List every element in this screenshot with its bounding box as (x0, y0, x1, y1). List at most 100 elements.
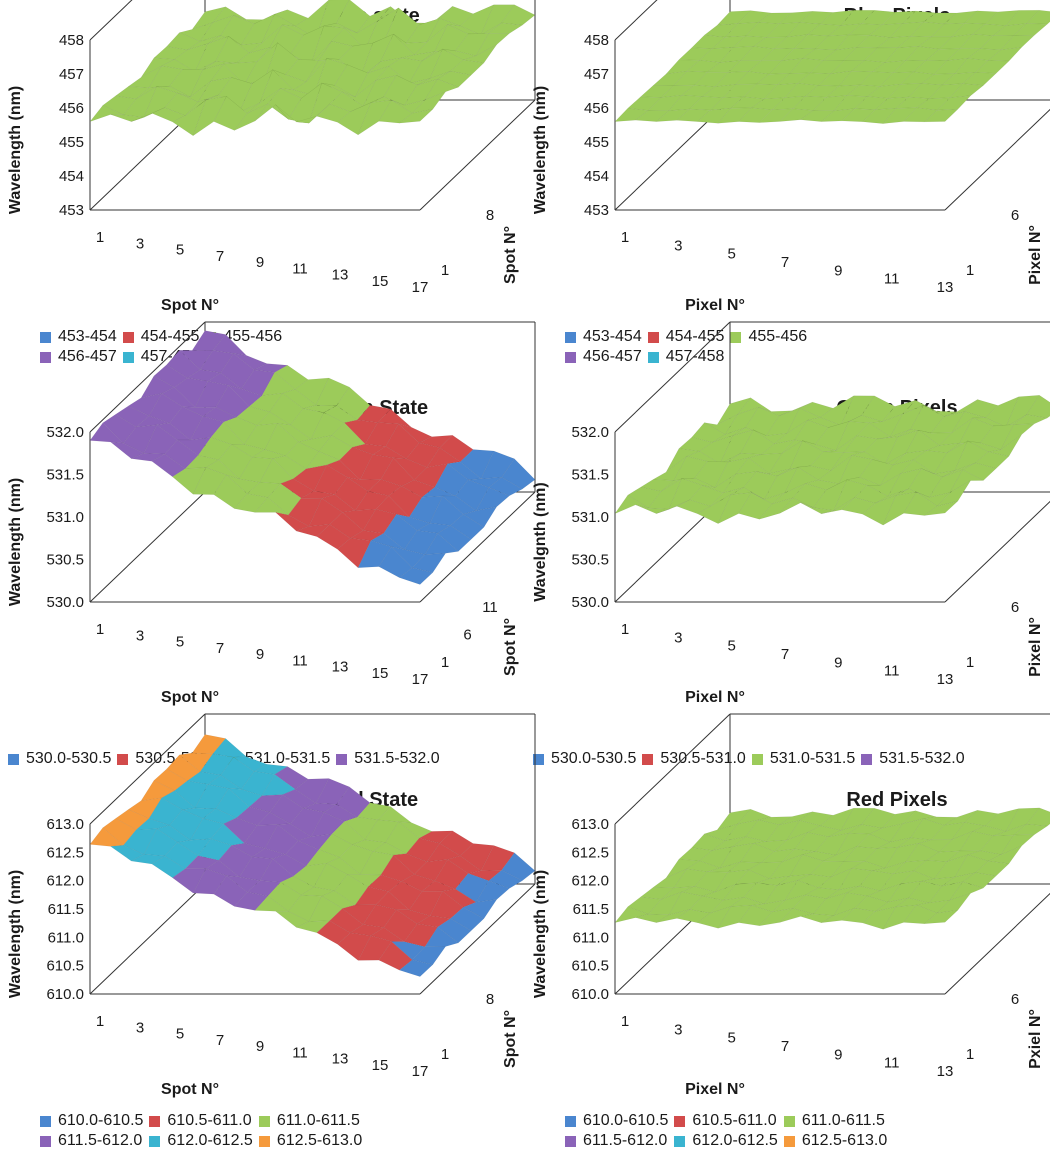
x-tick-label: 5 (727, 246, 735, 263)
z-axis-label: Wavelength (nm) (532, 86, 549, 214)
legend-label: 531.5-532.0 (354, 750, 440, 767)
x-tick-label: 5 (727, 638, 735, 655)
x-tick-label: 3 (674, 237, 682, 254)
legend-label: 455-456 (748, 328, 808, 345)
y-axis-label: Pixel N° (1027, 225, 1044, 285)
z-tick-label: 611.0 (573, 929, 609, 946)
x-tick-label: 1 (621, 1013, 629, 1030)
y-tick-label: 1 (441, 654, 449, 671)
x-tick-label: 13 (332, 267, 349, 284)
x-tick-label: 7 (781, 1038, 789, 1055)
surface-cell (501, 458, 536, 490)
legend-label: 611.5-612.0 (58, 1132, 143, 1149)
z-tick-label: 612.5 (571, 844, 609, 861)
y-tick-label: 11 (482, 599, 498, 616)
chart-panel: Green Pixels530.0530.5531.0531.5532.0Wav… (525, 321, 1050, 784)
chart-panel: Red State 610.0 610.5 611.0 611.5 612.0 612.5 6… (0, 713, 536, 1176)
x-axis-label: Spot N° (161, 1081, 219, 1098)
x-tick-label: 7 (216, 1032, 224, 1049)
axis-frame-line (419, 99, 536, 211)
legend-label: 530.5-531.0 (660, 750, 746, 767)
legend-item: 457-458 (647, 348, 725, 366)
surface-mesh (614, 394, 1050, 526)
chart-panel: Green State530.0530.5531.0531.5532.0Wave… (0, 321, 536, 784)
legend-item: 612.5-613.0 (258, 1132, 362, 1150)
x-axis-label: Pixel N° (685, 689, 745, 706)
legend-label: 610.5-611.0 (692, 1112, 777, 1129)
z-tick-label: 610.0 (46, 986, 84, 1003)
legend-label: 457-458 (665, 348, 725, 365)
y-axis-label: Spot N° (502, 1010, 519, 1068)
legend-label: 610.0-610.5 (583, 1112, 669, 1129)
x-axis-label: Pixel N° (685, 1081, 745, 1098)
surface-cell (936, 95, 972, 111)
x-tick-label: 17 (412, 671, 429, 688)
y-tick-label: 1 (966, 654, 974, 671)
legend-item: 454-455 (122, 328, 200, 346)
surface-cell (424, 532, 459, 555)
legend-label: 612.0-612.5 (167, 1132, 253, 1149)
x-tick-label: 9 (256, 1038, 264, 1055)
surface-cell (1026, 9, 1050, 25)
legend-swatch (674, 1135, 686, 1147)
x-tick-label: 9 (834, 654, 842, 671)
z-tick-label: 530.5 (46, 552, 84, 569)
legend-label: 611.0-611.5 (801, 1112, 885, 1129)
chart-title: Red Pixels (846, 789, 947, 811)
surface-cell (449, 59, 485, 76)
legend-label: 453-454 (58, 328, 117, 345)
x-tick-label: 5 (176, 634, 184, 651)
axis-frame-line (944, 500, 1050, 603)
z-axis-label: Wavelength (nm) (7, 478, 24, 606)
z-axis-label: Wavelgnth (nm) (532, 482, 549, 601)
legend-item: 611.0-611.5 (258, 1112, 362, 1130)
surface-cell (501, 852, 536, 882)
legend-item: 530.0-530.5 (8, 750, 111, 768)
legend-label: 453-454 (583, 328, 642, 345)
x-tick-label: 11 (292, 260, 308, 277)
legend-swatch (565, 1135, 576, 1147)
legend-item: 612.5-613.0 (783, 1132, 887, 1150)
surface-cell (936, 480, 971, 507)
chart-legend: 453-454 454-455 455-456 456-457 457-458 (565, 328, 807, 366)
chart-legend: 610.0-610.5 610.5-611.0 611.0-611.5 611.5-6… (40, 1112, 362, 1150)
legend-swatch (533, 753, 544, 765)
z-tick-label: 531.5 (571, 467, 609, 484)
legend-label: 530.0-530.5 (26, 750, 112, 767)
surface-cell (398, 567, 434, 585)
z-tick-label: 456 (584, 100, 609, 117)
y-axis-label: Pixel N° (1027, 617, 1044, 677)
legend-item: 611.5-612.0 (565, 1132, 668, 1150)
surface-cell (398, 108, 434, 124)
legend-label: 611.0-611.5 (276, 1112, 360, 1129)
y-tick-label: 6 (1011, 991, 1019, 1008)
legend-swatch (783, 1115, 795, 1127)
legend-item: 456-457 (40, 348, 117, 366)
legend-swatch (122, 331, 134, 343)
surface-chart: Green Pixels530.0530.5531.0531.5532.0Wav… (532, 321, 1050, 706)
legend-item: 531.5-532.0 (336, 750, 440, 768)
axis-frame-line (89, 0, 133, 41)
legend-swatch (40, 1135, 51, 1147)
chart-legend: 610.0-610.5 610.5-611.0 611.0-611.5 611.5-6… (565, 1112, 887, 1150)
z-tick-label: 458 (59, 32, 84, 49)
z-tick-label: 612.0 (571, 873, 609, 890)
surface-cell (936, 892, 972, 914)
z-tick-label: 532.0 (46, 424, 84, 441)
axis-frame-line (614, 321, 731, 433)
z-tick-label: 454 (584, 168, 609, 185)
surface-mesh (89, 734, 536, 977)
legend-label: 612.0-612.5 (692, 1132, 778, 1149)
z-tick-label: 453 (59, 202, 84, 219)
z-tick-label: 456 (59, 100, 84, 117)
z-tick-label: 531.0 (46, 509, 84, 526)
legend-label: 530.0-530.5 (551, 750, 637, 767)
legend-label: 454-455 (140, 328, 200, 345)
surface-mesh (614, 807, 1050, 930)
legend-label: 531.0-531.5 (244, 750, 331, 767)
surface-cell (398, 959, 434, 977)
legend-label: 456-457 (583, 348, 642, 365)
legend-item: 453-454 (565, 328, 642, 346)
legend-item: 611.0-611.5 (783, 1112, 887, 1130)
surface-cell (488, 476, 523, 497)
